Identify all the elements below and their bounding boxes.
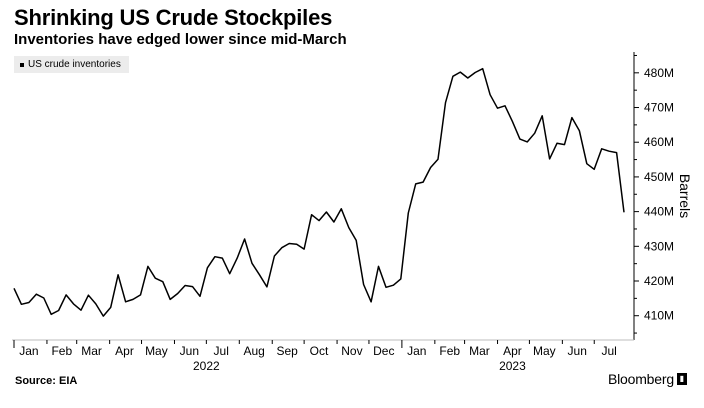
legend-swatch: [20, 62, 24, 67]
x-tick-label: Mar: [81, 344, 102, 358]
x-tick-label: May: [145, 344, 168, 358]
x-tick-label: Apr: [115, 344, 134, 358]
x-tick-label: Mar: [469, 344, 490, 358]
y-tick-label: 470M: [644, 101, 674, 115]
y-tick-label: 420M: [644, 274, 674, 288]
y-tick-label: 410M: [644, 309, 674, 323]
x-tick-label: Jul: [601, 344, 616, 358]
x-year-label: 2023: [499, 359, 526, 373]
y-tick-label: 440M: [644, 205, 674, 219]
y-tick-label: 460M: [644, 135, 674, 149]
y-tick-label: 450M: [644, 170, 674, 184]
chart-title: Shrinking US Crude Stockpiles: [14, 5, 333, 30]
x-tick-label: Jan: [407, 344, 426, 358]
series-layer: [13, 67, 625, 317]
x-tick-label: Apr: [503, 344, 522, 358]
legend-label: US crude inventories: [28, 59, 121, 70]
x-tick-label: Jul: [214, 344, 229, 358]
x-tick-label: Feb: [51, 344, 72, 358]
chart-subtitle: Inventories have edged lower since mid-M…: [14, 31, 347, 48]
x-tick-label: Sep: [276, 344, 298, 358]
axes: 410M 420M 430M 440M 450M 460M 470M 480M Barrels J…: [12, 52, 693, 373]
x-tick-label: Dec: [373, 344, 394, 358]
y-tick-label: 480M: [644, 66, 674, 80]
source-note: Source: EIA: [15, 375, 78, 387]
chart-legend: US crude inventories: [14, 56, 129, 73]
x-tick-label: Jun: [568, 344, 587, 358]
x-tick-label: Jan: [19, 344, 38, 358]
x-tick-label: May: [533, 344, 556, 358]
y-axis-title: Barrels: [677, 174, 693, 218]
x-tick-label: Jun: [180, 344, 199, 358]
series-line-0: [13, 67, 625, 317]
x-tick-label: Nov: [341, 344, 362, 358]
x-tick-label: Oct: [310, 344, 329, 358]
x-tick-label: Feb: [439, 344, 460, 358]
brand-logo: Bloomberg ▮: [608, 371, 687, 387]
bloomberg-terminal-icon: ▮: [676, 373, 687, 385]
x-tick-label: Aug: [243, 344, 264, 358]
y-tick-label: 430M: [644, 239, 674, 253]
brand-name: Bloomberg: [608, 371, 674, 387]
x-year-label: 2022: [193, 359, 220, 373]
